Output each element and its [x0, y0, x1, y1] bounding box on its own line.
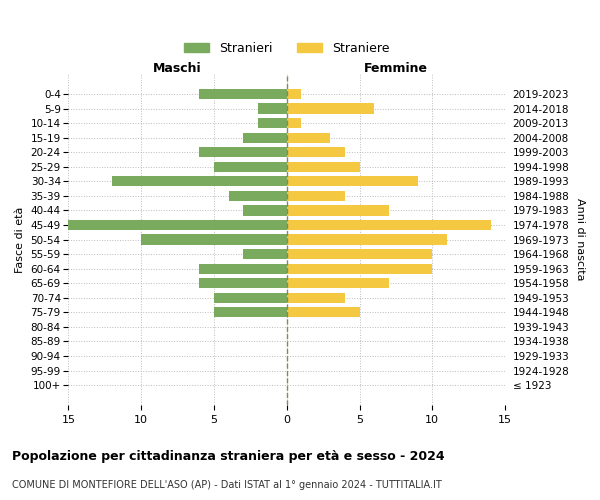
Bar — [287, 307, 359, 318]
Bar — [287, 118, 301, 128]
Bar — [287, 147, 345, 158]
Bar — [257, 118, 287, 128]
Bar — [287, 249, 432, 259]
Bar — [243, 206, 287, 216]
Y-axis label: Anni di nascita: Anni di nascita — [575, 198, 585, 281]
Bar — [287, 104, 374, 114]
Bar — [214, 292, 287, 303]
Bar — [199, 89, 287, 99]
Bar — [287, 191, 345, 201]
Text: Maschi: Maschi — [153, 62, 202, 75]
Bar — [243, 249, 287, 259]
Bar — [287, 132, 331, 142]
Bar — [54, 220, 287, 230]
Bar — [214, 307, 287, 318]
Text: COMUNE DI MONTEFIORE DELL'ASO (AP) - Dati ISTAT al 1° gennaio 2024 - TUTTITALIA.: COMUNE DI MONTEFIORE DELL'ASO (AP) - Dat… — [12, 480, 442, 490]
Bar — [257, 104, 287, 114]
Bar — [214, 162, 287, 172]
Bar — [287, 278, 389, 288]
Bar — [141, 234, 287, 244]
Bar — [287, 89, 301, 99]
Legend: Stranieri, Straniere: Stranieri, Straniere — [179, 37, 395, 60]
Y-axis label: Fasce di età: Fasce di età — [15, 206, 25, 272]
Bar — [287, 162, 359, 172]
Bar — [199, 278, 287, 288]
Bar — [287, 292, 345, 303]
Bar — [243, 132, 287, 142]
Text: Femmine: Femmine — [364, 62, 428, 75]
Bar — [112, 176, 287, 186]
Bar — [199, 147, 287, 158]
Bar — [199, 264, 287, 274]
Bar — [287, 220, 491, 230]
Bar — [287, 176, 418, 186]
Bar — [287, 206, 389, 216]
Bar — [287, 264, 432, 274]
Text: Popolazione per cittadinanza straniera per età e sesso - 2024: Popolazione per cittadinanza straniera p… — [12, 450, 445, 463]
Bar — [229, 191, 287, 201]
Bar — [287, 234, 447, 244]
